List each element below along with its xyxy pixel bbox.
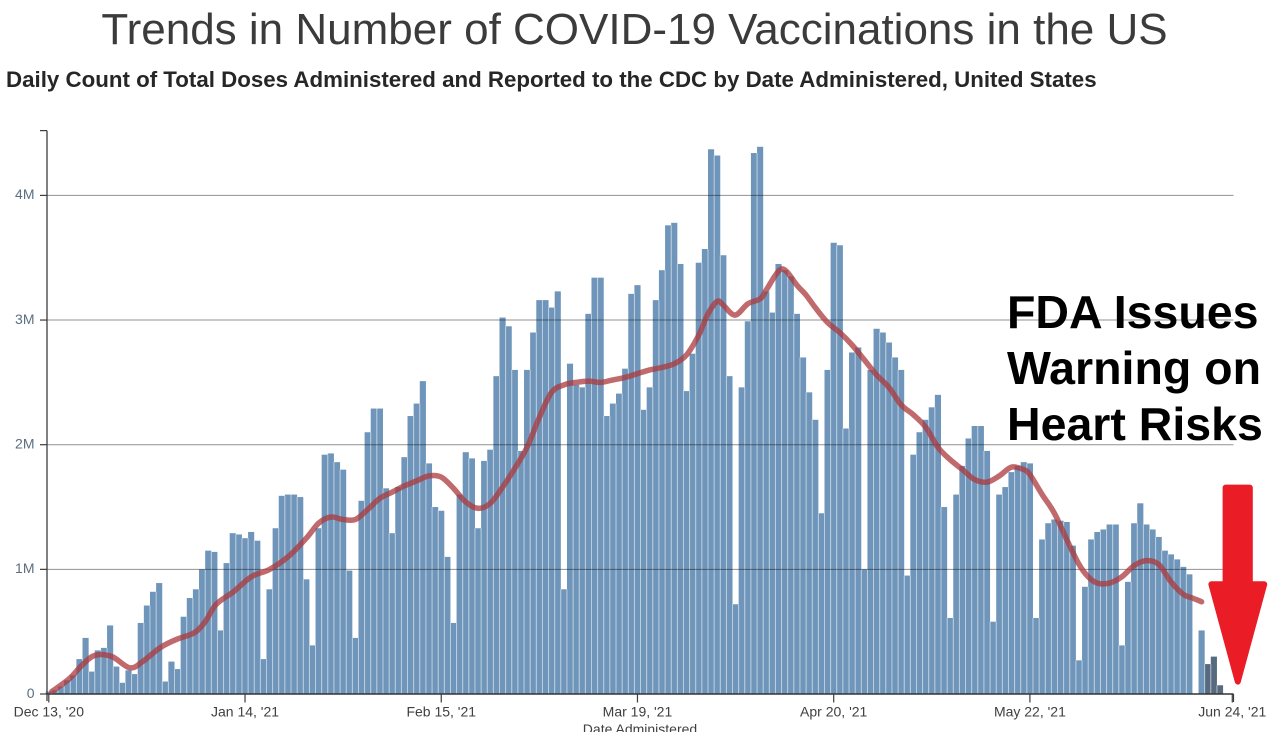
svg-text:Jun 24, '21: Jun 24, '21 [1198,703,1266,719]
svg-text:3M: 3M [15,311,34,327]
svg-text:2M: 2M [15,436,34,452]
svg-text:May 22, '21: May 22, '21 [994,703,1066,719]
svg-text:Date Administered: Date Administered [583,721,697,732]
svg-text:Feb 15, '21: Feb 15, '21 [406,703,476,719]
svg-text:0: 0 [27,685,35,701]
svg-text:Mar 19, '21: Mar 19, '21 [603,703,673,719]
svg-text:Dec 13, '20: Dec 13, '20 [14,703,85,719]
svg-text:4M: 4M [15,186,34,202]
svg-text:Apr 20, '21: Apr 20, '21 [800,703,867,719]
svg-text:Jan 14, '21: Jan 14, '21 [211,703,279,719]
svg-text:1M: 1M [15,560,34,576]
